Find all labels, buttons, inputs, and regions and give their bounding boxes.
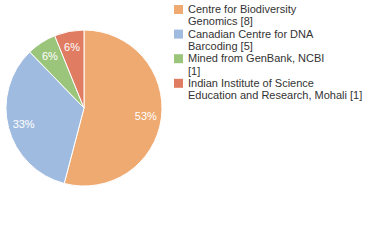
legend-swatch xyxy=(174,30,183,39)
pie-slice xyxy=(55,30,84,108)
legend-swatch xyxy=(174,79,183,88)
legend-label: Mined from GenBank, NCBI[1] xyxy=(188,52,324,76)
legend-swatch xyxy=(174,54,183,63)
legend: Centre for BiodiversityGenomics [8]Canad… xyxy=(174,3,362,101)
data-label: 53% xyxy=(135,110,157,122)
data-labels: 53% 33% 6% 6% xyxy=(13,41,157,130)
chart-container: 53% 33% 6% 6% Centre for BiodiversityGenomic… xyxy=(0,0,380,240)
legend-swatch xyxy=(174,5,183,14)
data-label: 33% xyxy=(13,118,35,130)
data-label: 6% xyxy=(42,50,58,62)
pie xyxy=(6,30,162,186)
legend-label: Centre for BiodiversityGenomics [8] xyxy=(188,3,297,27)
legend-label: Canadian Centre for DNABarcoding [5] xyxy=(188,28,314,52)
data-label: 6% xyxy=(64,41,80,53)
chart: 53% 33% 6% 6% Centre for BiodiversityGenomic… xyxy=(0,0,380,240)
legend-label: Indian Institute of ScienceEducation and… xyxy=(188,77,362,101)
